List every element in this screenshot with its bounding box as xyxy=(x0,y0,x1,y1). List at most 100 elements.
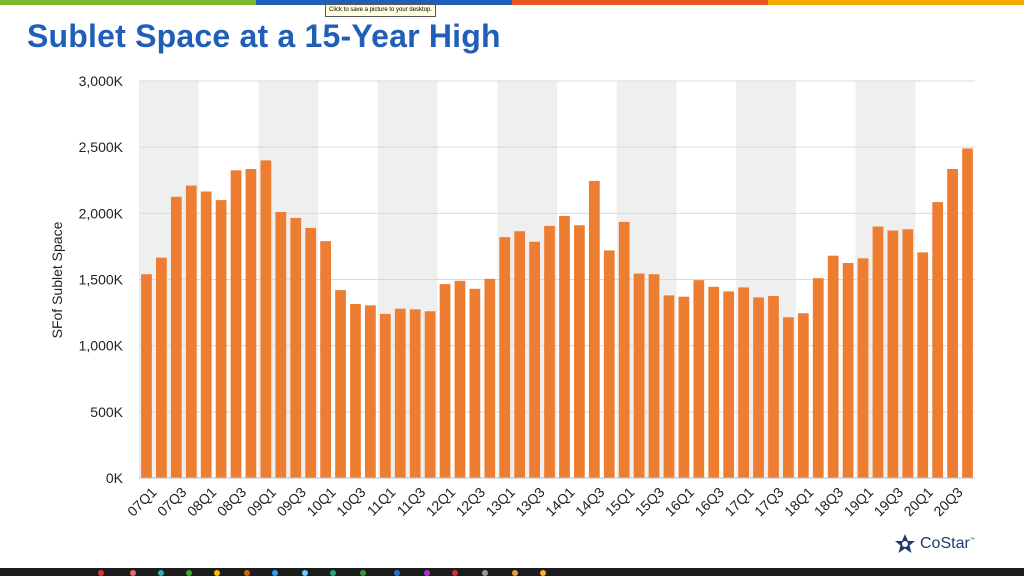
bar-20Q2 xyxy=(932,202,944,478)
taskbar-app-icon[interactable] xyxy=(482,570,488,576)
trademark-mark: ™ xyxy=(969,537,975,543)
bar-13Q2 xyxy=(514,231,526,478)
bar-18Q4 xyxy=(842,262,854,478)
x-tick-label: 16Q3 xyxy=(691,484,727,520)
taskbar-app-icon[interactable] xyxy=(512,570,518,576)
bar-16Q3 xyxy=(708,286,720,478)
x-tick-label: 12Q3 xyxy=(453,484,489,520)
bar-13Q4 xyxy=(544,225,555,478)
taskbar-app-icon[interactable] xyxy=(130,570,136,576)
bar-09Q2 xyxy=(275,212,287,478)
costar-logo-text: CoStar xyxy=(920,535,970,552)
bar-09Q3 xyxy=(290,217,302,478)
x-tick-label: 09Q3 xyxy=(273,484,309,520)
taskbar-app-icon[interactable] xyxy=(98,570,104,576)
bar-09Q4 xyxy=(305,227,317,478)
taskbar-app-icon[interactable] xyxy=(158,570,164,576)
y-axis-label: SFof Sublet Space xyxy=(49,221,65,338)
x-tick-label: 08Q1 xyxy=(184,484,220,520)
bar-11Q4 xyxy=(424,311,436,478)
taskbar-app-icon[interactable] xyxy=(360,570,366,576)
taskbar-app-icon[interactable] xyxy=(214,570,220,576)
x-tick-label: 14Q3 xyxy=(572,484,608,520)
y-tick-label: 2,500K xyxy=(79,139,124,155)
accent-blue xyxy=(256,0,512,5)
x-tick-label: 10Q1 xyxy=(303,484,339,520)
x-tick-label: 19Q3 xyxy=(871,484,907,520)
x-tick-label: 19Q1 xyxy=(841,484,877,520)
x-tick-label: 18Q3 xyxy=(811,484,847,520)
bar-19Q1 xyxy=(857,258,869,478)
y-tick-label: 3,000K xyxy=(79,73,124,89)
bar-16Q2 xyxy=(693,280,705,478)
x-tick-label: 12Q1 xyxy=(423,484,459,520)
bar-12Q4 xyxy=(484,278,496,478)
bar-08Q3 xyxy=(230,170,242,478)
taskbar xyxy=(0,568,1024,576)
bar-10Q4 xyxy=(365,305,376,478)
bar-18Q2 xyxy=(812,278,824,478)
x-tick-label: 18Q1 xyxy=(781,484,817,520)
y-tick-label: 1,500K xyxy=(79,272,124,288)
taskbar-app-icon[interactable] xyxy=(302,570,308,576)
bar-10Q2 xyxy=(335,290,346,478)
bar-10Q3 xyxy=(350,303,361,478)
x-tick-label: 15Q1 xyxy=(602,484,638,520)
bar-15Q1 xyxy=(618,221,630,478)
bar-07Q1 xyxy=(141,274,152,478)
bar-07Q2 xyxy=(156,257,167,478)
bar-10Q1 xyxy=(320,241,331,478)
taskbar-app-icon[interactable] xyxy=(244,570,250,576)
y-tick-label: 2,000K xyxy=(79,205,124,221)
bar-15Q3 xyxy=(648,274,660,478)
bar-20Q1 xyxy=(917,252,929,478)
bar-18Q1 xyxy=(797,313,809,478)
bar-14Q2 xyxy=(574,225,585,478)
bar-08Q2 xyxy=(215,200,227,478)
costar-star-icon xyxy=(895,534,915,553)
bar-20Q3 xyxy=(947,169,958,479)
bar-08Q4 xyxy=(245,169,257,479)
bar-19Q2 xyxy=(872,226,884,478)
taskbar-app-icon[interactable] xyxy=(394,570,400,576)
x-tick-label: 11Q3 xyxy=(394,484,429,519)
bar-15Q2 xyxy=(633,273,645,478)
bar-13Q3 xyxy=(529,241,540,478)
y-tick-label: 1,000K xyxy=(79,338,124,354)
accent-orange xyxy=(512,0,768,5)
bar-11Q2 xyxy=(394,308,406,478)
x-tick-label: 07Q1 xyxy=(124,484,160,520)
bar-09Q1 xyxy=(260,160,272,478)
bar-08Q1 xyxy=(200,191,212,478)
bar-11Q3 xyxy=(409,309,421,478)
x-tick-label: 14Q1 xyxy=(542,484,578,520)
accent-yellow xyxy=(768,0,1024,5)
costar-logo: CoStar ™ xyxy=(894,533,975,555)
taskbar-app-icon[interactable] xyxy=(452,570,458,576)
bar-14Q1 xyxy=(559,215,570,479)
accent-green xyxy=(0,0,256,5)
bar-12Q1 xyxy=(439,284,451,478)
x-tick-label: 13Q3 xyxy=(512,484,548,520)
bar-16Q1 xyxy=(678,296,690,478)
taskbar-app-icon[interactable] xyxy=(540,570,546,576)
bar-19Q3 xyxy=(887,230,899,478)
bar-16Q4 xyxy=(723,291,735,478)
slide-title: Sublet Space at a 15-Year High xyxy=(27,18,501,54)
x-tick-label: 20Q3 xyxy=(930,484,966,520)
x-tick-label: 09Q1 xyxy=(244,484,280,520)
bar-20Q4 xyxy=(962,148,973,479)
bar-11Q1 xyxy=(379,313,391,478)
bar-14Q3 xyxy=(588,180,600,478)
save-picture-tooltip: Click to save a picture to your desktop. xyxy=(325,4,437,17)
taskbar-app-icon[interactable] xyxy=(186,570,192,576)
bar-17Q4 xyxy=(783,317,794,478)
taskbar-app-icon[interactable] xyxy=(272,570,278,576)
bar-07Q3 xyxy=(170,196,182,478)
x-tick-label: 10Q3 xyxy=(333,484,369,520)
bar-14Q4 xyxy=(603,250,615,478)
taskbar-app-icon[interactable] xyxy=(330,570,336,576)
taskbar-app-icon[interactable] xyxy=(424,570,430,576)
x-tick-label: 17Q3 xyxy=(751,484,787,520)
